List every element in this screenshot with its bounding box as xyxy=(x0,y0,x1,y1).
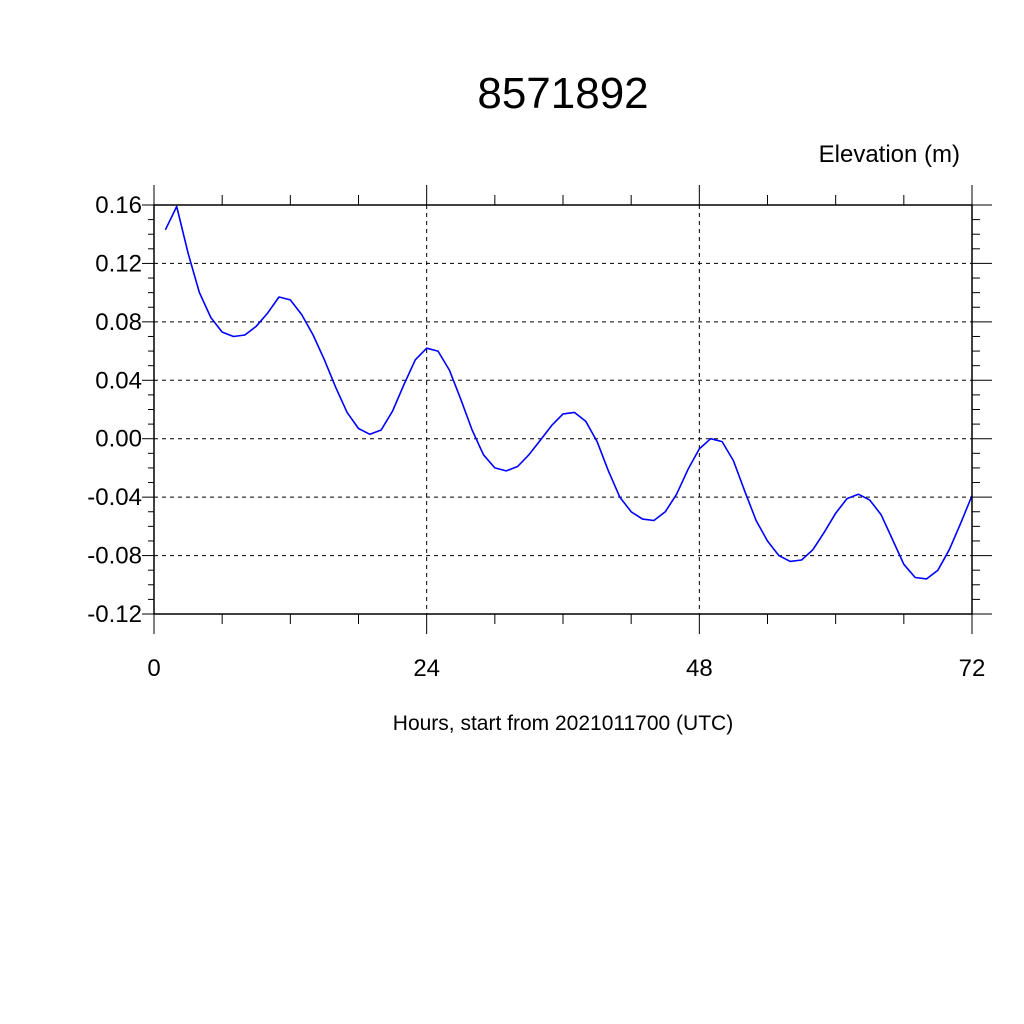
axis-ticks xyxy=(142,185,992,634)
y-axis-label: Elevation (m) xyxy=(819,141,960,168)
y-tick-label: -0.08 xyxy=(87,543,142,570)
y-tick-label: 0.00 xyxy=(95,426,142,453)
y-tick-label: -0.04 xyxy=(87,484,142,511)
plot-frame xyxy=(153,204,973,615)
x-tick-label: 0 xyxy=(147,655,160,682)
tick-labels: 0.16 0.12 0.08 0.04 0.00 -0.04 -0.08 -0.120 24 48… xyxy=(87,192,985,682)
y-tick-label: 0.08 xyxy=(95,309,142,336)
x-tick-label: 24 xyxy=(413,655,440,682)
series-line xyxy=(164,205,973,580)
y-tick-label: -0.12 xyxy=(87,601,142,628)
x-axis-label: Hours, start from 2021011700 (UTC) xyxy=(393,712,733,735)
x-tick-label: 72 xyxy=(959,655,986,682)
grid-lines xyxy=(154,204,973,615)
chart-title: 8571892 xyxy=(477,69,648,118)
series-layer xyxy=(164,205,973,580)
y-tick-label: 0.04 xyxy=(95,367,142,394)
x-tick-label: 48 xyxy=(686,655,713,682)
y-tick-label: 0.12 xyxy=(95,250,142,277)
y-tick-label: 0.16 xyxy=(95,192,142,219)
